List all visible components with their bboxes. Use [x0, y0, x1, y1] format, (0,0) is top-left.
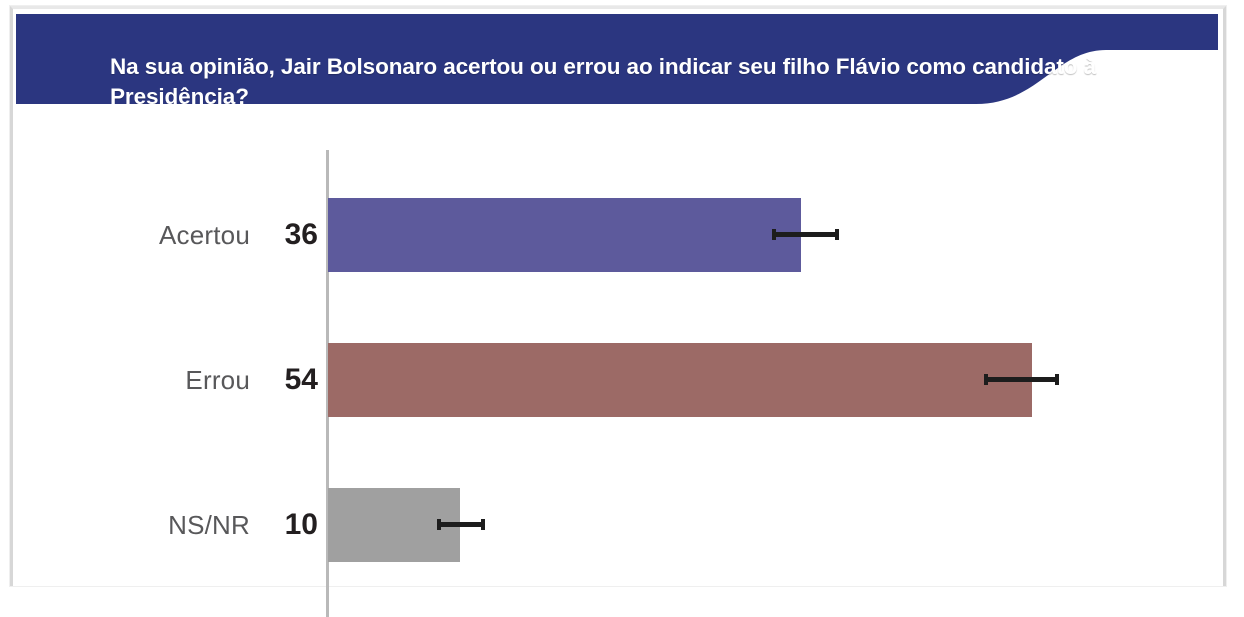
chart-row-errou: Errou 54 — [0, 343, 1244, 417]
error-bar-acertou — [772, 229, 839, 240]
header-shape — [16, 14, 1218, 104]
category-label-errou: Errou — [185, 364, 250, 395]
chart-row-acertou: Acertou 36 — [0, 198, 1244, 272]
bar-chart: Acertou 36 Errou 54 NS/NR 10 — [0, 104, 1244, 617]
value-label-nsnr: 10 — [284, 508, 318, 541]
chart-axis-line — [326, 150, 329, 617]
value-label-errou: 54 — [284, 363, 318, 396]
category-label-nsnr: NS/NR — [168, 509, 250, 540]
bar-errou — [328, 343, 1032, 417]
question-header-band: Na sua opinião, Jair Bolsonaro acertou o… — [16, 14, 1218, 104]
chart-row-nsnr: NS/NR 10 — [0, 488, 1244, 562]
page-title: Na sua opinião, Jair Bolsonaro acertou o… — [110, 54, 1096, 104]
bar-acertou — [328, 198, 801, 272]
error-bar-nsnr — [437, 519, 485, 530]
error-bar-errou — [984, 374, 1059, 385]
poll-result-slide: Na sua opinião, Jair Bolsonaro acertou o… — [0, 6, 1244, 617]
value-label-acertou: 36 — [284, 218, 318, 251]
category-label-acertou: Acertou — [158, 219, 250, 250]
